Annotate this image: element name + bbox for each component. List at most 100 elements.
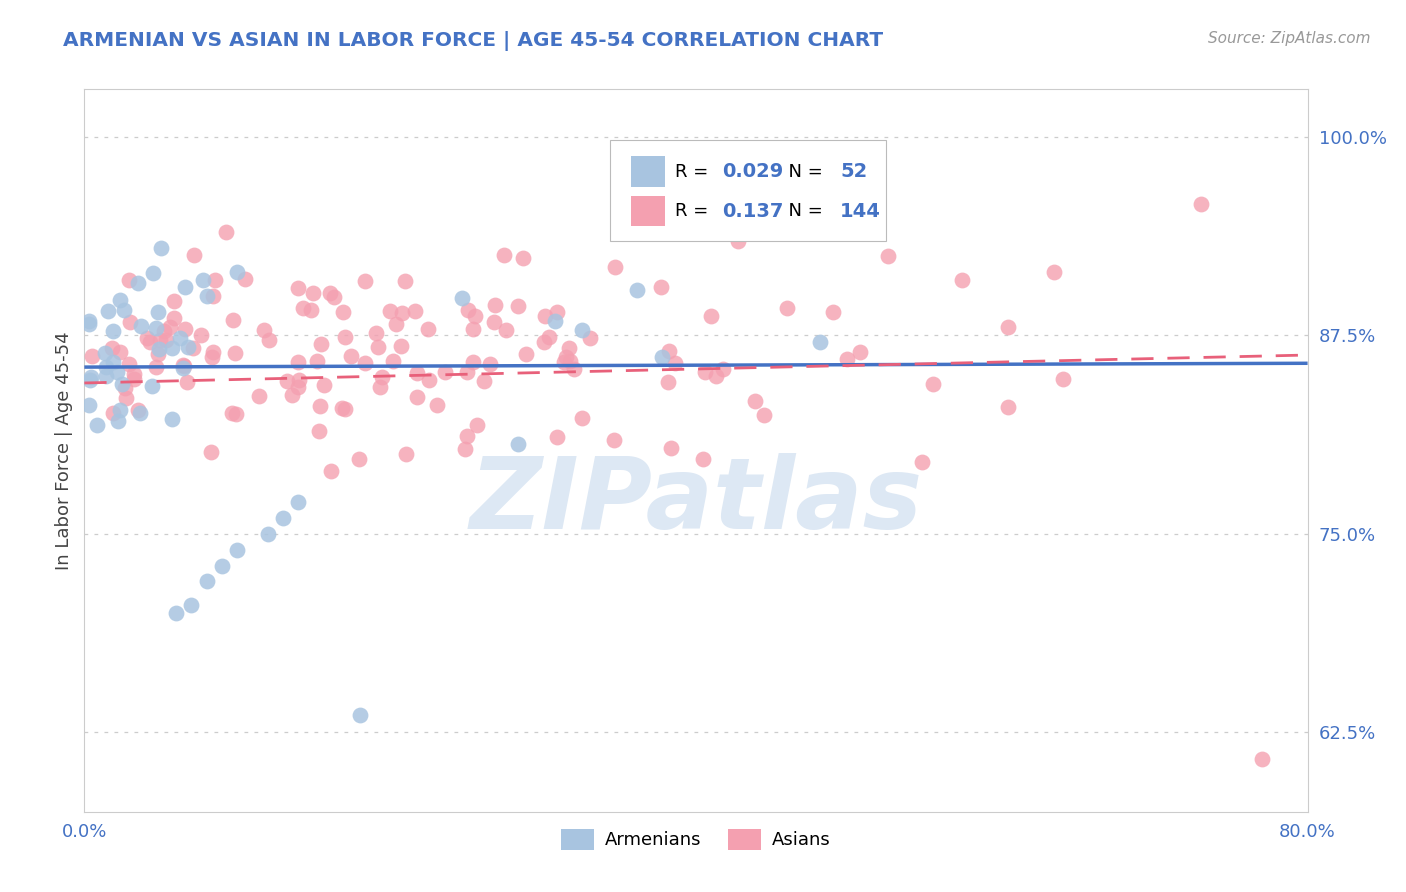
Point: [465, 417, 488, 432]
Point: [195, 574, 218, 589]
Point: [181, 341, 204, 355]
Point: [287, 281, 309, 295]
Point: [426, 398, 449, 412]
Point: [105, 365, 128, 379]
Point: [163, 310, 186, 325]
Text: ZIPatlas: ZIPatlas: [470, 452, 922, 549]
Point: [257, 526, 280, 541]
Point: [571, 323, 593, 337]
Point: [200, 444, 222, 458]
Text: 52: 52: [841, 162, 868, 181]
Point: [319, 286, 342, 301]
Point: [533, 334, 555, 349]
Point: [77, 398, 100, 412]
Point: [288, 374, 311, 388]
Point: [381, 354, 404, 368]
Point: [659, 441, 682, 455]
Point: [651, 350, 673, 364]
Text: 0.029: 0.029: [721, 162, 783, 181]
Point: [433, 365, 456, 379]
Point: [173, 359, 195, 373]
Point: [367, 340, 389, 354]
Point: [86, 417, 108, 432]
Bar: [631, 156, 665, 186]
Point: [204, 273, 226, 287]
Point: [333, 330, 356, 344]
Point: [319, 464, 342, 478]
Point: [339, 349, 361, 363]
Point: [141, 378, 163, 392]
Point: [305, 353, 328, 368]
Point: [287, 495, 309, 509]
Point: [120, 315, 142, 329]
Point: [323, 290, 346, 304]
Point: [571, 410, 593, 425]
Point: [146, 346, 169, 360]
Point: [555, 351, 578, 365]
Point: [626, 283, 648, 297]
Point: [546, 430, 568, 444]
Point: [190, 327, 212, 342]
Point: [391, 306, 413, 320]
Point: [276, 375, 298, 389]
Point: [153, 324, 176, 338]
Point: [146, 305, 169, 319]
Point: [226, 265, 249, 279]
Point: [658, 343, 681, 358]
Point: [162, 341, 184, 355]
Point: [478, 358, 501, 372]
Point: [835, 351, 858, 366]
Point: [118, 273, 141, 287]
Text: ARMENIAN VS ASIAN IN LABOR FORCE | AGE 45-54 CORRELATION CHART: ARMENIAN VS ASIAN IN LABOR FORCE | AGE 4…: [63, 31, 883, 51]
Point: [877, 249, 900, 263]
Point: [302, 286, 325, 301]
Point: [560, 354, 582, 368]
Point: [259, 333, 281, 347]
Point: [292, 301, 315, 316]
Point: [115, 391, 138, 405]
Point: [114, 381, 136, 395]
Point: [456, 429, 478, 443]
Point: [195, 288, 218, 302]
Point: [180, 599, 202, 613]
Text: Source: ZipAtlas.com: Source: ZipAtlas.com: [1208, 31, 1371, 46]
Point: [849, 345, 872, 359]
Text: 144: 144: [841, 202, 882, 220]
Point: [450, 291, 472, 305]
Point: [221, 406, 243, 420]
Point: [997, 400, 1019, 414]
Point: [579, 331, 602, 345]
Legend: Armenians, Asians: Armenians, Asians: [554, 822, 838, 857]
Point: [544, 314, 567, 328]
Point: [454, 442, 477, 457]
Point: [495, 323, 517, 337]
Text: 0.137: 0.137: [721, 202, 783, 220]
Point: [94, 360, 117, 375]
Point: [80, 370, 103, 384]
Point: [101, 406, 124, 420]
Point: [176, 376, 198, 390]
Point: [177, 340, 200, 354]
Point: [309, 399, 332, 413]
Point: [172, 358, 194, 372]
Point: [508, 437, 530, 451]
Y-axis label: In Labor Force | Age 45-54: In Labor Force | Age 45-54: [55, 331, 73, 570]
Point: [312, 377, 335, 392]
Point: [129, 406, 152, 420]
Point: [173, 280, 195, 294]
Point: [371, 369, 394, 384]
Point: [101, 355, 124, 369]
Point: [82, 349, 104, 363]
Point: [704, 369, 727, 384]
Point: [368, 380, 391, 394]
Point: [149, 241, 172, 255]
Point: [727, 234, 749, 248]
Point: [546, 305, 568, 319]
Point: [118, 358, 141, 372]
Point: [332, 305, 354, 319]
Point: [165, 606, 187, 620]
Point: [122, 372, 145, 386]
Point: [922, 377, 945, 392]
Point: [169, 331, 191, 345]
Point: [108, 293, 131, 308]
